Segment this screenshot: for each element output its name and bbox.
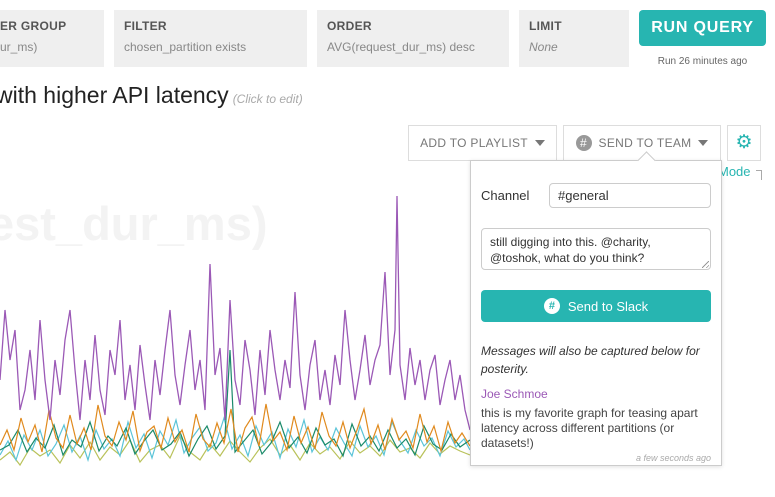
query-group-box[interactable]: ER GROUP ur_ms) [0,10,104,67]
slack-icon: # [543,298,560,314]
channel-label: Channel [481,188,530,203]
series-orange-line [0,403,470,454]
page-title[interactable]: with higher API latency (Click to edit) [0,82,303,109]
resize-grip-icon[interactable] [702,261,709,268]
comment-author[interactable]: Joe Schmoe [481,387,548,401]
mode-corner-mark [756,170,762,180]
query-order-value: AVG(request_dur_ms) desc [327,40,475,54]
comment-text: this is my favorite graph for teasing ap… [481,406,698,450]
series-green-line [0,349,470,458]
series-purple-line [0,195,470,431]
query-limit-value: None [529,40,558,54]
query-order-label: ORDER [327,19,372,33]
query-limit-label: LIMIT [529,19,562,33]
query-limit-box[interactable]: LIMIT None [519,10,629,67]
chevron-down-icon [698,140,709,146]
chart-heading: est_dur_ms) [0,197,268,250]
send-to-team-label: SEND TO TEAM [598,136,692,150]
run-query-button[interactable]: RUN QUERY [639,10,766,46]
add-to-playlist-label: ADD TO PLAYLIST [420,136,528,150]
send-to-slack-button[interactable]: # Send to Slack [481,290,711,322]
gear-icon[interactable]: ⚙ [727,125,761,161]
query-filter-label: FILTER [124,19,167,33]
channel-input[interactable] [549,183,711,208]
add-to-playlist-button[interactable]: ADD TO PLAYLIST [408,125,557,161]
chevron-down-icon [534,140,545,146]
page-title-text: with higher API latency [0,82,229,108]
query-group-label: ER GROUP [0,19,67,33]
send-to-slack-label: Send to Slack [567,298,649,314]
mode-toggle[interactable]: Mode [718,164,751,179]
message-input[interactable]: still digging into this. @charity, @tosh… [481,228,711,270]
query-group-value: ur_ms) [0,40,38,54]
posterity-note: Messages will also be captured below for… [481,344,700,376]
comment-timestamp: a few seconds ago [635,453,711,463]
query-order-box[interactable]: ORDER AVG(request_dur_ms) desc [317,10,509,67]
query-filter-box[interactable]: FILTER chosen_partition exists [114,10,307,67]
latency-chart [0,195,470,467]
run-time-text: Run 26 minutes ago [657,56,748,67]
title-edit-hint: (Click to edit) [232,92,303,106]
slack-icon: # [575,135,592,151]
query-filter-value: chosen_partition exists [124,40,247,54]
send-to-slack-panel: Channel still digging into this. @charit… [470,160,722,466]
